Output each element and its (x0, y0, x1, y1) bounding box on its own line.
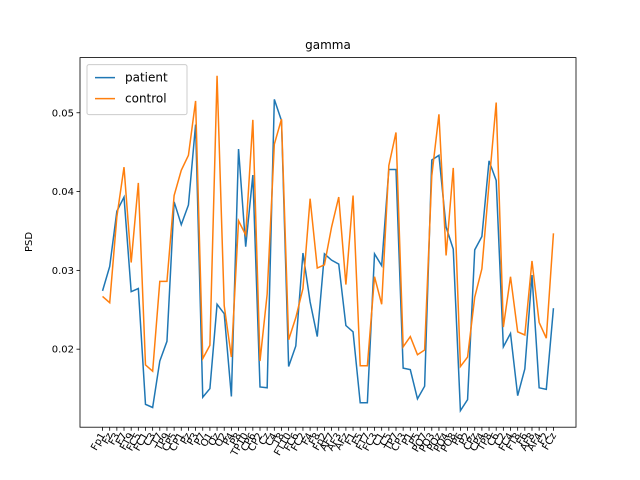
x-tick-label: P5 (407, 431, 423, 447)
x-tick-label: F2 (536, 431, 552, 447)
y-tick-label: 0.04 (52, 187, 74, 198)
y-axis-label: PSD (24, 232, 35, 252)
x-tick-label: P1 (400, 431, 416, 447)
x-tick-label: P6 (450, 431, 466, 447)
x-tick-label: F1 (343, 431, 359, 447)
x-tick-label: F8 (307, 431, 323, 447)
x-tick-label: P8 (228, 431, 244, 447)
y-tick-label: 0.03 (52, 266, 74, 277)
x-tick-label: P7 (193, 431, 209, 447)
x-tick-label: F5 (350, 431, 366, 447)
x-tick-label: F7 (114, 431, 130, 447)
x-tick-label: P3 (185, 431, 201, 447)
x-tick-label: F6 (515, 431, 531, 447)
x-tick-label: Pz (179, 431, 194, 446)
data-line (102, 75, 555, 373)
x-tick-label: P4 (221, 431, 237, 447)
x-tick-label: P2 (457, 431, 473, 447)
x-tick-label: F4 (300, 431, 316, 447)
x-tick-label: Cz (257, 431, 273, 447)
legend-label: control (125, 92, 167, 106)
y-tick-label: 0.05 (52, 108, 74, 119)
chart-title: gamma (305, 38, 351, 52)
x-tick-label: F3 (107, 431, 123, 447)
x-tick-label: Fz (100, 431, 115, 446)
data-line (101, 99, 555, 414)
legend-label: patient (125, 71, 168, 85)
plot-frame (79, 57, 577, 428)
y-tick-label: 0.02 (52, 345, 74, 356)
